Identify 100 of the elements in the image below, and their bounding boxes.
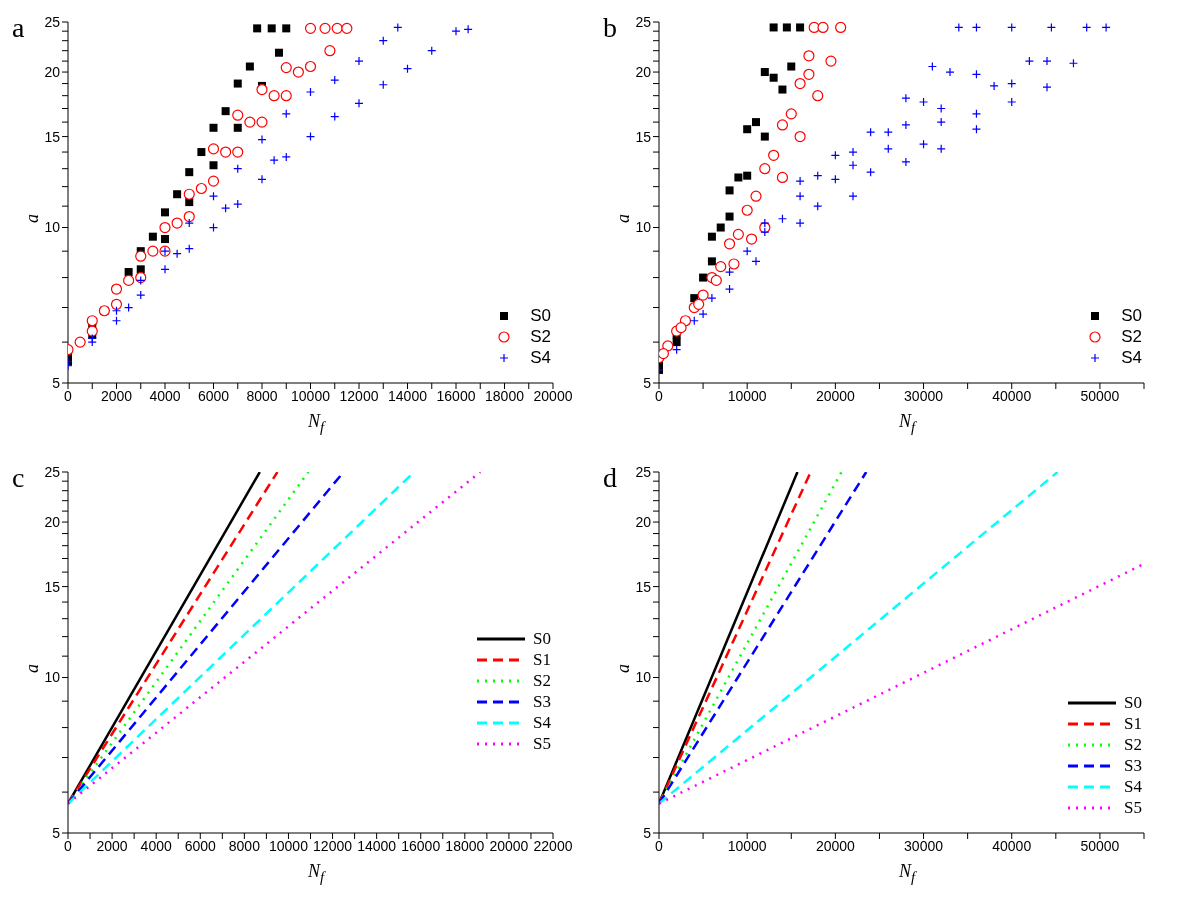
point bbox=[86, 325, 98, 337]
x-tick-label: 20000 bbox=[489, 837, 529, 854]
y-tick-label: 10 bbox=[44, 219, 61, 236]
point bbox=[354, 56, 364, 66]
x-tick-label: 12000 bbox=[339, 387, 379, 404]
legend-label: S3 bbox=[1124, 755, 1142, 776]
point bbox=[221, 107, 230, 116]
point bbox=[269, 155, 279, 165]
point bbox=[274, 48, 283, 57]
point bbox=[304, 22, 317, 34]
legend-label: S2 bbox=[533, 670, 551, 691]
point bbox=[741, 204, 753, 216]
point bbox=[195, 182, 207, 195]
point bbox=[245, 62, 254, 71]
y-tick-label: 15 bbox=[635, 578, 652, 595]
point bbox=[171, 217, 183, 229]
point bbox=[724, 284, 735, 294]
y-tick-label: 5 bbox=[52, 374, 61, 391]
y-tick-label: 20 bbox=[44, 514, 61, 531]
point bbox=[936, 117, 946, 127]
point bbox=[725, 186, 734, 195]
chart-title: d bbox=[603, 462, 617, 494]
point bbox=[769, 23, 778, 32]
point bbox=[233, 199, 243, 209]
point bbox=[256, 116, 268, 128]
point bbox=[901, 93, 911, 103]
point bbox=[707, 293, 717, 303]
x-tick-label: 10000 bbox=[727, 837, 767, 854]
y-tick-label: 10 bbox=[44, 669, 61, 686]
point bbox=[795, 191, 805, 201]
point bbox=[197, 148, 206, 157]
point bbox=[280, 62, 292, 74]
point bbox=[184, 218, 194, 228]
y-tick-label: 20 bbox=[635, 514, 652, 531]
point bbox=[693, 298, 705, 310]
y-axis-title: a bbox=[613, 214, 634, 223]
point bbox=[209, 161, 218, 170]
point bbox=[795, 218, 805, 228]
point bbox=[160, 264, 170, 274]
point bbox=[883, 127, 893, 137]
legend-label: S4 bbox=[533, 712, 551, 733]
point bbox=[183, 210, 195, 223]
point bbox=[707, 232, 716, 241]
x-tick-label: 40000 bbox=[992, 387, 1032, 404]
point bbox=[233, 123, 242, 132]
point bbox=[803, 68, 815, 80]
point bbox=[817, 22, 829, 34]
y-tick-label: 25 bbox=[635, 463, 652, 480]
x-tick-label: 40000 bbox=[992, 837, 1032, 854]
legend-label: S3 bbox=[533, 691, 551, 712]
point bbox=[782, 23, 791, 32]
point bbox=[813, 201, 823, 211]
legend-label: S0 bbox=[1124, 692, 1142, 713]
point bbox=[185, 168, 194, 177]
point bbox=[148, 232, 157, 241]
legend-label: S1 bbox=[533, 649, 551, 670]
point bbox=[244, 116, 256, 128]
x-tick-label: 30000 bbox=[904, 387, 944, 404]
legend-label: S0 bbox=[533, 628, 551, 649]
point bbox=[778, 85, 787, 94]
point bbox=[785, 108, 797, 120]
point bbox=[159, 221, 171, 234]
y-axis-title: a bbox=[22, 664, 43, 673]
point bbox=[707, 257, 716, 266]
point bbox=[750, 190, 762, 202]
point bbox=[207, 175, 220, 187]
point bbox=[745, 233, 758, 245]
point bbox=[918, 97, 929, 107]
point bbox=[330, 75, 340, 85]
point bbox=[710, 274, 722, 286]
point bbox=[760, 218, 770, 228]
point bbox=[796, 23, 805, 32]
point bbox=[728, 258, 740, 270]
y-tick-label: 5 bbox=[643, 374, 652, 391]
point bbox=[699, 273, 708, 282]
x-tick-label: 10000 bbox=[268, 837, 309, 854]
x-tick-label: 2000 bbox=[100, 387, 133, 404]
x-axis-title: N$_{f}$ bbox=[899, 411, 916, 436]
x-tick-label: 20000 bbox=[815, 387, 856, 404]
point bbox=[743, 171, 752, 180]
legend-label: S4 bbox=[530, 347, 551, 368]
legend-label: S4 bbox=[1124, 776, 1142, 797]
y-tick-label: 10 bbox=[635, 669, 652, 686]
legend-label: S0 bbox=[1121, 305, 1142, 326]
point bbox=[257, 134, 267, 145]
point bbox=[848, 147, 858, 157]
point bbox=[759, 163, 771, 175]
x-tick-label: 18000 bbox=[485, 387, 525, 404]
point bbox=[659, 348, 670, 360]
point bbox=[319, 22, 331, 34]
x-tick-label: 8000 bbox=[246, 387, 278, 404]
point bbox=[723, 238, 736, 250]
x-tick-label: 20000 bbox=[815, 837, 856, 854]
y-tick-label: 25 bbox=[44, 463, 61, 480]
point bbox=[281, 152, 291, 162]
x-tick-label: 10000 bbox=[291, 387, 331, 404]
x-tick-label: 10000 bbox=[727, 387, 767, 404]
point bbox=[945, 67, 955, 77]
point bbox=[267, 24, 276, 33]
point bbox=[305, 87, 316, 97]
